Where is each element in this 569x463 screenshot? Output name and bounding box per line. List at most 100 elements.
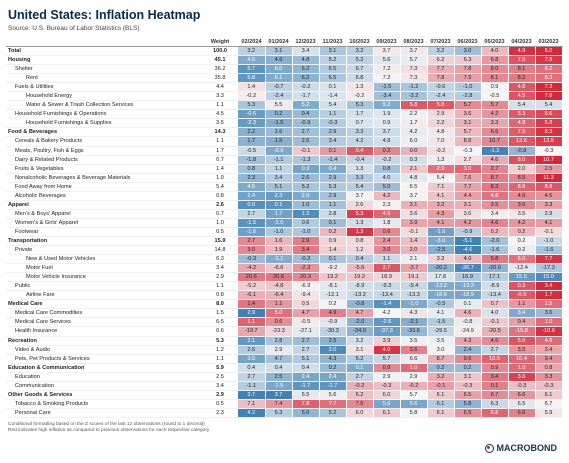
heatmap-value-cell: 5.7 bbox=[454, 127, 482, 138]
heatmap-value-cell: 4.6 bbox=[265, 55, 293, 66]
heatmap-value-cell: -1.6 bbox=[238, 227, 266, 237]
heatmap-value-cell: 11.3 bbox=[535, 173, 563, 183]
heatmap-value-cell: 2.9 bbox=[238, 308, 266, 319]
heatmap-value-cell: 8.0 bbox=[508, 155, 536, 165]
weight-cell: 1.7 bbox=[202, 146, 238, 156]
heatmap-row: Video & Audio 1.2 2.6 2.9 2.7 2.0 3.1 4.0 3.6 3.0… bbox=[6, 345, 563, 355]
heatmap-value-cell: 7.0 bbox=[427, 136, 455, 147]
heatmap-row: Cereals & Bakery Products 1.1 1.7 1.5 2.6 3.4… bbox=[6, 136, 563, 147]
heatmap-value-cell: 0.2 bbox=[319, 227, 347, 237]
heatmap-value-cell: 2.7 bbox=[238, 372, 266, 382]
heatmap-value-cell: -0.2 bbox=[427, 146, 455, 156]
heatmap-value-cell: 4.0 bbox=[481, 308, 509, 319]
heatmap-value-cell: 5.3 bbox=[265, 408, 293, 418]
heatmap-value-cell: 0.0 bbox=[238, 200, 266, 210]
category-label: New & Used Motor Vehicles bbox=[6, 254, 202, 265]
heatmap-value-cell: 4.2 bbox=[373, 308, 401, 319]
heatmap-value-cell: 5.0 bbox=[292, 408, 320, 418]
heatmap-value-cell: -20.2 bbox=[427, 263, 455, 274]
heatmap-value-cell: -1.7 bbox=[292, 381, 320, 391]
heatmap-value-cell: -1.4 bbox=[373, 299, 401, 310]
heatmap-value-cell: 3.5 bbox=[508, 209, 536, 219]
heatmap-value-cell: 0.1 bbox=[319, 254, 347, 265]
weight-cell: 0.7 bbox=[202, 209, 238, 219]
heatmap-value-cell: 0.2 bbox=[319, 299, 347, 310]
heatmap-value-cell: 1.6 bbox=[265, 236, 293, 247]
macrobond-logo-icon bbox=[484, 443, 494, 453]
heatmap-value-cell: 0.6 bbox=[265, 317, 293, 328]
heatmap-value-cell: 5.2 bbox=[292, 100, 320, 111]
heatmap-value-cell: 6.1 bbox=[427, 399, 455, 409]
category-label: Airline Fare bbox=[6, 290, 202, 301]
heatmap-value-cell: -9.4 bbox=[292, 290, 320, 301]
heatmap-value-cell: 3.7 bbox=[400, 191, 428, 201]
category-label: Shelter bbox=[6, 64, 202, 75]
heatmap-value-cell: 4.1 bbox=[427, 218, 455, 228]
heatmap-value-cell: 12.6 bbox=[508, 136, 536, 147]
heatmap-value-cell: 8.3 bbox=[535, 127, 563, 138]
heatmap-value-cell: 8.2 bbox=[535, 64, 563, 75]
heatmap-value-cell: 5.1 bbox=[292, 354, 320, 364]
heatmap-row: Medical Care 8.0 1.4 1.1 0.5 0.2 -0.8 -1.4 -1.0-… bbox=[6, 299, 563, 310]
heatmap-value-cell: -1.5 bbox=[265, 118, 293, 129]
heatmap-value-cell: 0.0 bbox=[400, 146, 428, 156]
heatmap-value-cell: 3.4 bbox=[319, 136, 347, 147]
date-column-header: 08/2023 bbox=[400, 38, 427, 47]
heatmap-value-cell: -8.9 bbox=[346, 281, 374, 292]
heatmap-value-cell: -0.8 bbox=[454, 317, 482, 328]
heatmap-value-cell: -3.4 bbox=[373, 91, 401, 102]
heatmap-value-cell: 2.4 bbox=[238, 191, 266, 201]
heatmap-row: Public 1.1 -5.2 -4.8 -6.9 -8.1 -8.9 -9.3 -9.4 -13… bbox=[6, 281, 563, 292]
heatmap-value-cell: 5.7 bbox=[454, 100, 482, 111]
heatmap-value-cell: -10.9 bbox=[535, 326, 563, 337]
heatmap-value-cell: 1.5 bbox=[265, 136, 293, 147]
heatmap-value-cell: 5.0 bbox=[373, 182, 401, 192]
heatmap-value-cell: 2.2 bbox=[427, 118, 455, 129]
heatmap-value-cell: 0.4 bbox=[346, 254, 374, 265]
heatmap-row: Housing 45.1 4.5 4.6 4.8 5.2 5.2 5.6 5.7 6.2 6.3 6.… bbox=[6, 55, 563, 66]
heatmap-value-cell: 3.1 bbox=[346, 345, 374, 355]
heatmap-value-cell: 5.2 bbox=[319, 408, 347, 418]
weight-cell: 3.5 bbox=[202, 118, 238, 129]
heatmap-value-cell: -0.3 bbox=[454, 381, 482, 391]
heatmap-value-cell: 5.0 bbox=[508, 336, 536, 346]
heatmap-value-cell: 2.0 bbox=[508, 164, 536, 174]
heatmap-value-cell: 6.5 bbox=[319, 64, 347, 75]
heatmap-value-cell: 0.4 bbox=[238, 363, 266, 373]
date-column-header: 04/2023 bbox=[508, 38, 535, 47]
heatmap-value-cell: -0.3 bbox=[508, 381, 536, 391]
heatmap-value-cell: 4.6 bbox=[481, 155, 509, 165]
heatmap-value-cell: 10.7 bbox=[535, 155, 563, 165]
heatmap-value-cell: 0.7 bbox=[346, 118, 374, 129]
heatmap-value-cell: -9.3 bbox=[373, 281, 401, 292]
heatmap-value-cell: 1.0 bbox=[292, 200, 320, 210]
heatmap-value-cell: 0.5 bbox=[292, 299, 320, 310]
heatmap-value-cell: 1.9 bbox=[373, 109, 401, 120]
heatmap-value-cell: -15.8 bbox=[508, 326, 536, 337]
heatmap-value-cell: -2.4 bbox=[427, 91, 455, 102]
heatmap-value-cell: 2.2 bbox=[400, 109, 428, 120]
heatmap-value-cell: -1.0 bbox=[265, 227, 293, 237]
heatmap-value-cell: 5.8 bbox=[400, 408, 428, 418]
heatmap-value-cell: 2.7 bbox=[346, 372, 374, 382]
heatmap-row: Meats, Poultry, Fish & Eggs 1.7 -0.5 -0.9 -0… bbox=[6, 146, 563, 156]
heatmap-value-cell: -24.9 bbox=[454, 326, 482, 337]
heatmap-value-cell: 2.9 bbox=[427, 164, 455, 174]
heatmap-value-cell: 2.9 bbox=[292, 236, 320, 247]
heatmap-value-cell: 7.3 bbox=[400, 64, 428, 75]
category-label: Public bbox=[6, 281, 202, 292]
heatmap-value-cell: -4.6 bbox=[454, 245, 482, 256]
weight-cell: 0.5 bbox=[202, 399, 238, 409]
heatmap-value-cell: 5.6 bbox=[535, 109, 563, 120]
heatmap-value-cell: 7.2 bbox=[373, 64, 401, 75]
heatmap-row: New & Used Motor Vehicles 6.3 -0.3 -1.1 -0.2… bbox=[6, 254, 563, 265]
heatmap-value-cell: 2.3 bbox=[238, 173, 266, 183]
heatmap-value-cell: 19.2 bbox=[346, 272, 374, 283]
heatmap-value-cell: 0.4 bbox=[346, 146, 374, 156]
heatmap-value-cell: -1.3 bbox=[292, 155, 320, 165]
heatmap-value-cell: 5.8 bbox=[238, 73, 266, 84]
category-label: Women's & Girls' Apparel bbox=[6, 218, 202, 228]
heatmap-value-cell: 4.5 bbox=[238, 55, 266, 66]
weight-cell: 1.2 bbox=[202, 345, 238, 355]
heatmap-value-cell: 1.1 bbox=[265, 164, 293, 174]
